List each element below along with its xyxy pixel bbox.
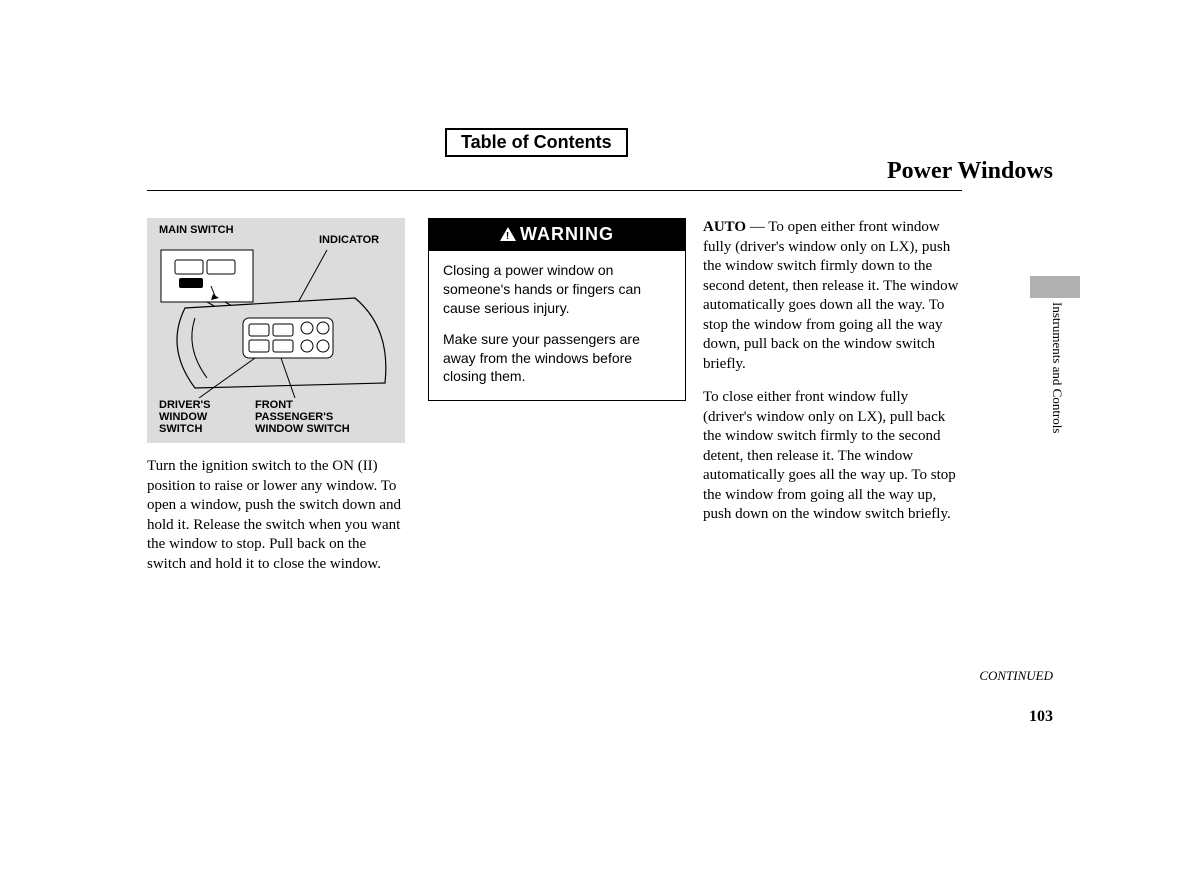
col3-paragraph-2: To close either front window fully (driv… — [703, 388, 961, 525]
continued-label: CONTINUED — [979, 668, 1053, 684]
auto-label: AUTO — [703, 219, 746, 235]
column-1: MAIN SWITCH INDICATOR DRIVER'S WINDOW SW… — [147, 218, 405, 588]
diagram-label-main-switch: MAIN SWITCH — [159, 224, 234, 236]
page-number: 103 — [1029, 708, 1053, 726]
warning-body: Closing a power window on someone's hand… — [429, 251, 685, 400]
svg-text:!: ! — [506, 231, 510, 241]
col3-p1-rest: — To open either front window fully (dri… — [703, 219, 958, 372]
warning-p2: Make sure your passengers are away from … — [443, 330, 671, 387]
switch-diagram: MAIN SWITCH INDICATOR DRIVER'S WINDOW SW… — [147, 218, 405, 443]
diagram-label-indicator: INDICATOR — [319, 234, 379, 246]
column-3: AUTO — To open either front window fully… — [703, 218, 961, 539]
diagram-label-passenger: FRONT PASSENGER'S WINDOW SWITCH — [255, 399, 350, 435]
warning-p1: Closing a power window on someone's hand… — [443, 261, 671, 318]
page-title: Power Windows — [887, 158, 1053, 185]
section-label: Instruments and Controls — [1049, 302, 1065, 433]
table-of-contents-box[interactable]: Table of Contents — [445, 128, 628, 157]
warning-header-text: WARNING — [520, 224, 614, 244]
warning-triangle-icon: ! — [500, 224, 516, 247]
diagram-label-driver: DRIVER'S WINDOW SWITCH — [159, 399, 211, 435]
col1-paragraph: Turn the ignition switch to the ON (II) … — [147, 457, 405, 574]
section-tab — [1030, 276, 1080, 298]
warning-box: ! WARNING Closing a power window on some… — [428, 218, 686, 401]
column-2: ! WARNING Closing a power window on some… — [428, 218, 686, 411]
col3-paragraph-1: AUTO — To open either front window fully… — [703, 218, 961, 374]
door-panel-illustration — [155, 248, 397, 398]
header-rule — [147, 190, 962, 191]
warning-header: ! WARNING — [429, 219, 685, 251]
